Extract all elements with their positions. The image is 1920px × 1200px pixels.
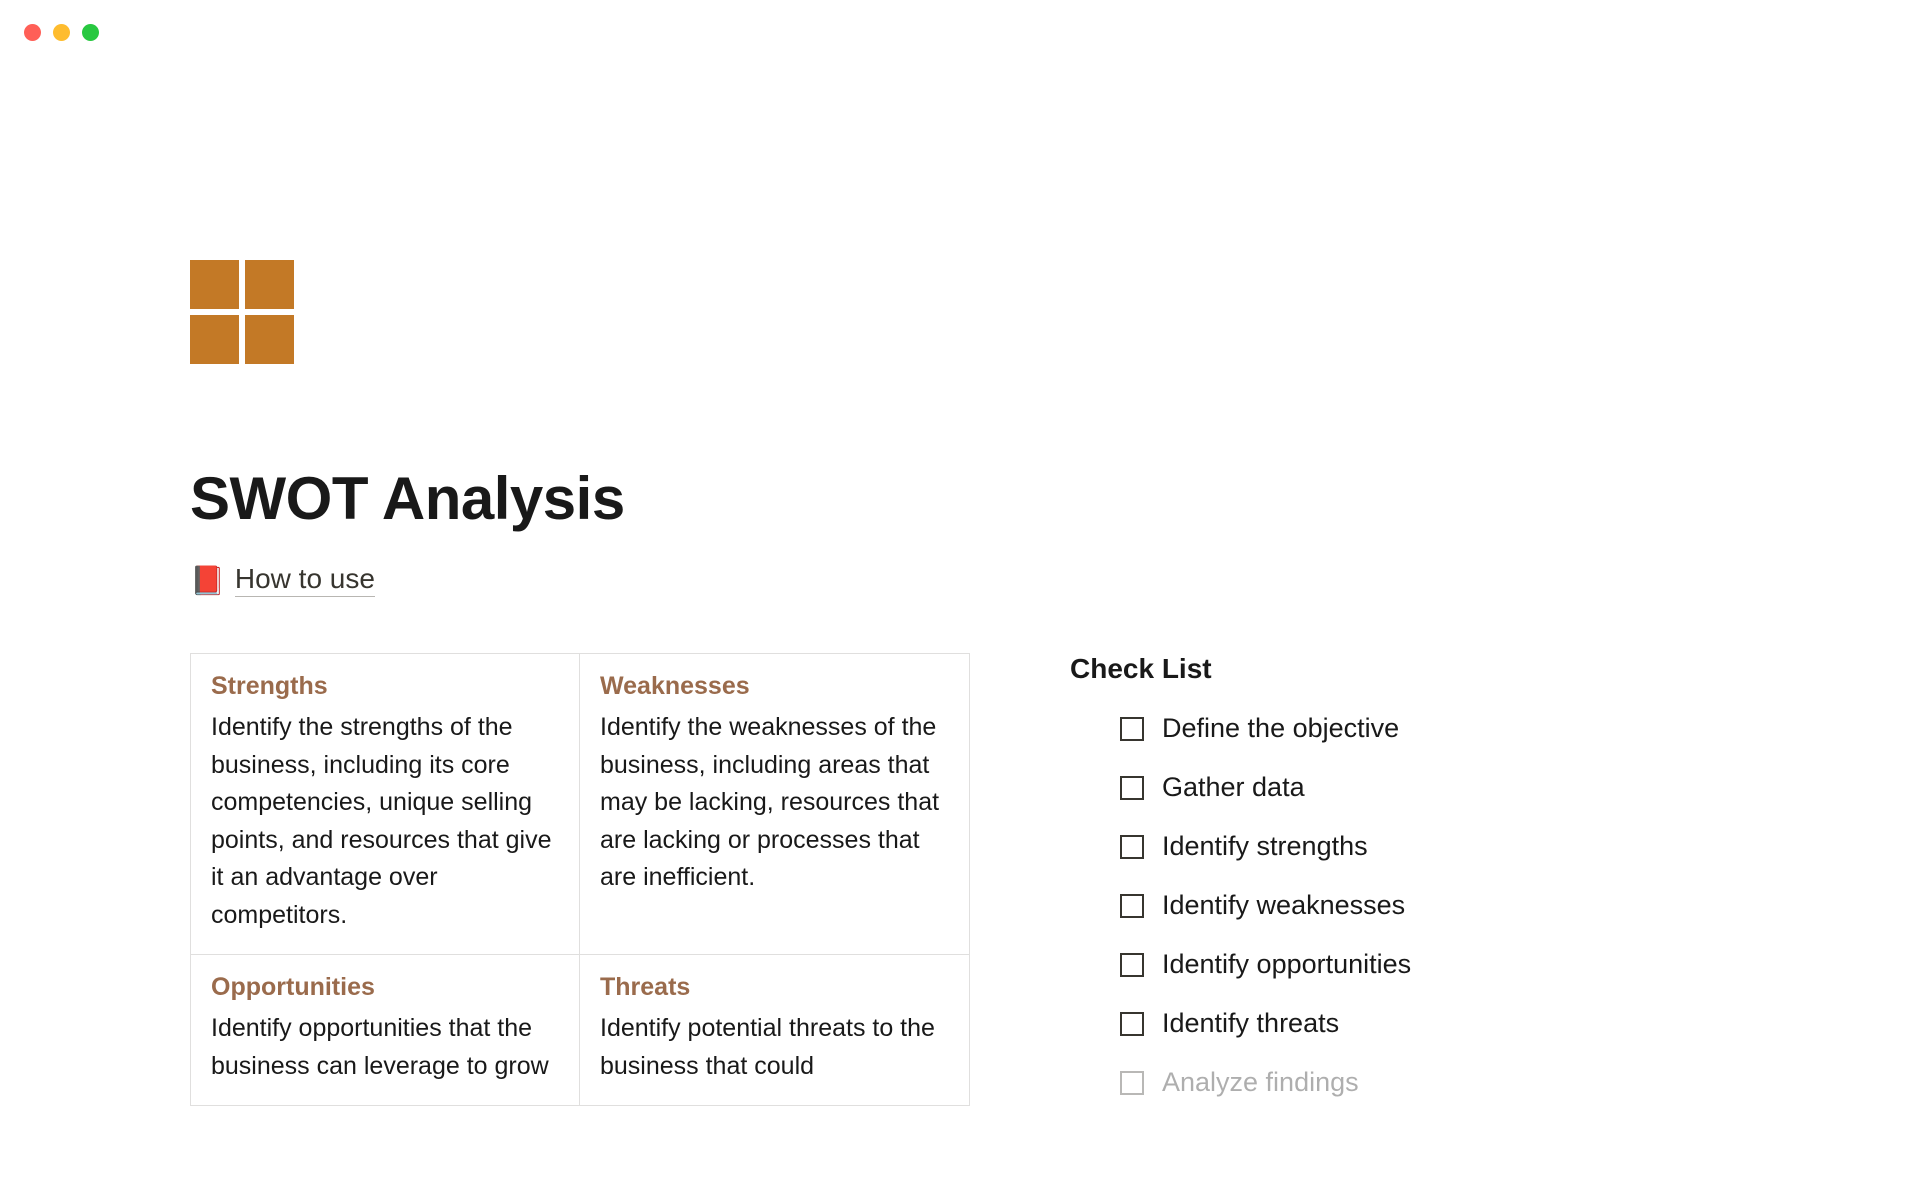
window-controls [24,24,99,41]
checkitem-label: Identify opportunities [1162,949,1411,980]
swot-heading-strengths: Strengths [211,672,559,701]
grid-icon-square [245,315,294,364]
checkbox[interactable] [1120,1071,1144,1095]
checkitem-label: Identify weaknesses [1162,890,1405,921]
checkitem[interactable]: Analyze findings [1120,1067,1860,1098]
checkitem-label: Identify threats [1162,1008,1339,1039]
book-icon: 📕 [190,564,225,597]
checkbox[interactable] [1120,894,1144,918]
how-to-use-label: How to use [235,563,375,597]
swot-heading-threats: Threats [600,973,949,1002]
checklist: Check List Define the objective Gather d… [1070,653,1860,1126]
checkitem[interactable]: Identify strengths [1120,831,1860,862]
how-to-use-link[interactable]: 📕 How to use [190,563,1860,597]
swot-cell-opportunities[interactable]: Opportunities Identify opportunities tha… [191,955,580,1105]
checkitem-label: Gather data [1162,772,1305,803]
swot-heading-opportunities: Opportunities [211,973,559,1002]
checklist-items: Define the objective Gather data Identif… [1070,713,1860,1098]
grid-icon-square [245,260,294,309]
checkitem[interactable]: Identify opportunities [1120,949,1860,980]
maximize-window-button[interactable] [82,24,99,41]
checkitem[interactable]: Gather data [1120,772,1860,803]
checkitem-label: Analyze findings [1162,1067,1359,1098]
checklist-title: Check List [1070,653,1860,685]
page-icon[interactable] [190,260,294,364]
swot-cell-strengths[interactable]: Strengths Identify the strengths of the … [191,654,580,955]
checkitem[interactable]: Define the objective [1120,713,1860,744]
checkbox[interactable] [1120,953,1144,977]
main-layout: Strengths Identify the strengths of the … [190,653,1860,1126]
minimize-window-button[interactable] [53,24,70,41]
checkbox[interactable] [1120,717,1144,741]
checkitem[interactable]: Identify threats [1120,1008,1860,1039]
swot-cell-threats[interactable]: Threats Identify potential threats to th… [580,955,969,1105]
checkbox[interactable] [1120,1012,1144,1036]
swot-body-opportunities: Identify opportunities that the business… [211,1010,559,1085]
swot-cell-weaknesses[interactable]: Weaknesses Identify the weaknesses of th… [580,654,969,955]
swot-body-strengths: Identify the strengths of the business, … [211,709,559,934]
grid-icon-square [190,260,239,309]
page-title[interactable]: SWOT Analysis [190,464,1860,533]
swot-body-weaknesses: Identify the weaknesses of the business,… [600,709,949,897]
checkitem-label: Define the objective [1162,713,1399,744]
close-window-button[interactable] [24,24,41,41]
checkbox[interactable] [1120,835,1144,859]
page-content: SWOT Analysis 📕 How to use Strengths Ide… [190,260,1860,1126]
grid-icon-square [190,315,239,364]
swot-heading-weaknesses: Weaknesses [600,672,949,701]
swot-grid: Strengths Identify the strengths of the … [190,653,970,1106]
checkitem[interactable]: Identify weaknesses [1120,890,1860,921]
swot-body-threats: Identify potential threats to the busine… [600,1010,949,1085]
checkbox[interactable] [1120,776,1144,800]
checkitem-label: Identify strengths [1162,831,1368,862]
